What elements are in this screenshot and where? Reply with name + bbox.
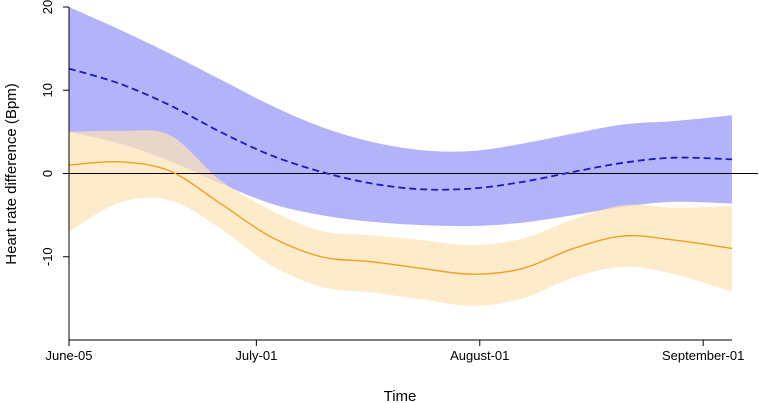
y-tick-label: 10 bbox=[40, 83, 55, 97]
y-axis-title: Heart rate difference (Bpm) bbox=[3, 83, 20, 264]
x-axis: June-05 July-01 August-01 September-01 bbox=[46, 339, 744, 363]
x-tick-label: September-01 bbox=[662, 348, 744, 363]
mean-line-1 bbox=[68, 67, 733, 191]
y-axis: -10 0 10 20 bbox=[40, 0, 70, 340]
x-tick-label: August-01 bbox=[450, 348, 509, 363]
x-tick-label: July-01 bbox=[235, 348, 277, 363]
mean-line-2 bbox=[68, 160, 733, 275]
confidence-bands bbox=[69, 7, 732, 306]
confidence-band-1 bbox=[69, 7, 732, 227]
mean-lines bbox=[68, 67, 733, 275]
y-tick-label: -10 bbox=[40, 247, 55, 266]
x-axis-title: Time bbox=[384, 388, 417, 403]
y-tick-label: 0 bbox=[40, 170, 55, 177]
y-tick-label: 20 bbox=[40, 0, 55, 14]
confidence-band-2 bbox=[69, 130, 732, 306]
x-tick-label: June-05 bbox=[46, 348, 93, 363]
